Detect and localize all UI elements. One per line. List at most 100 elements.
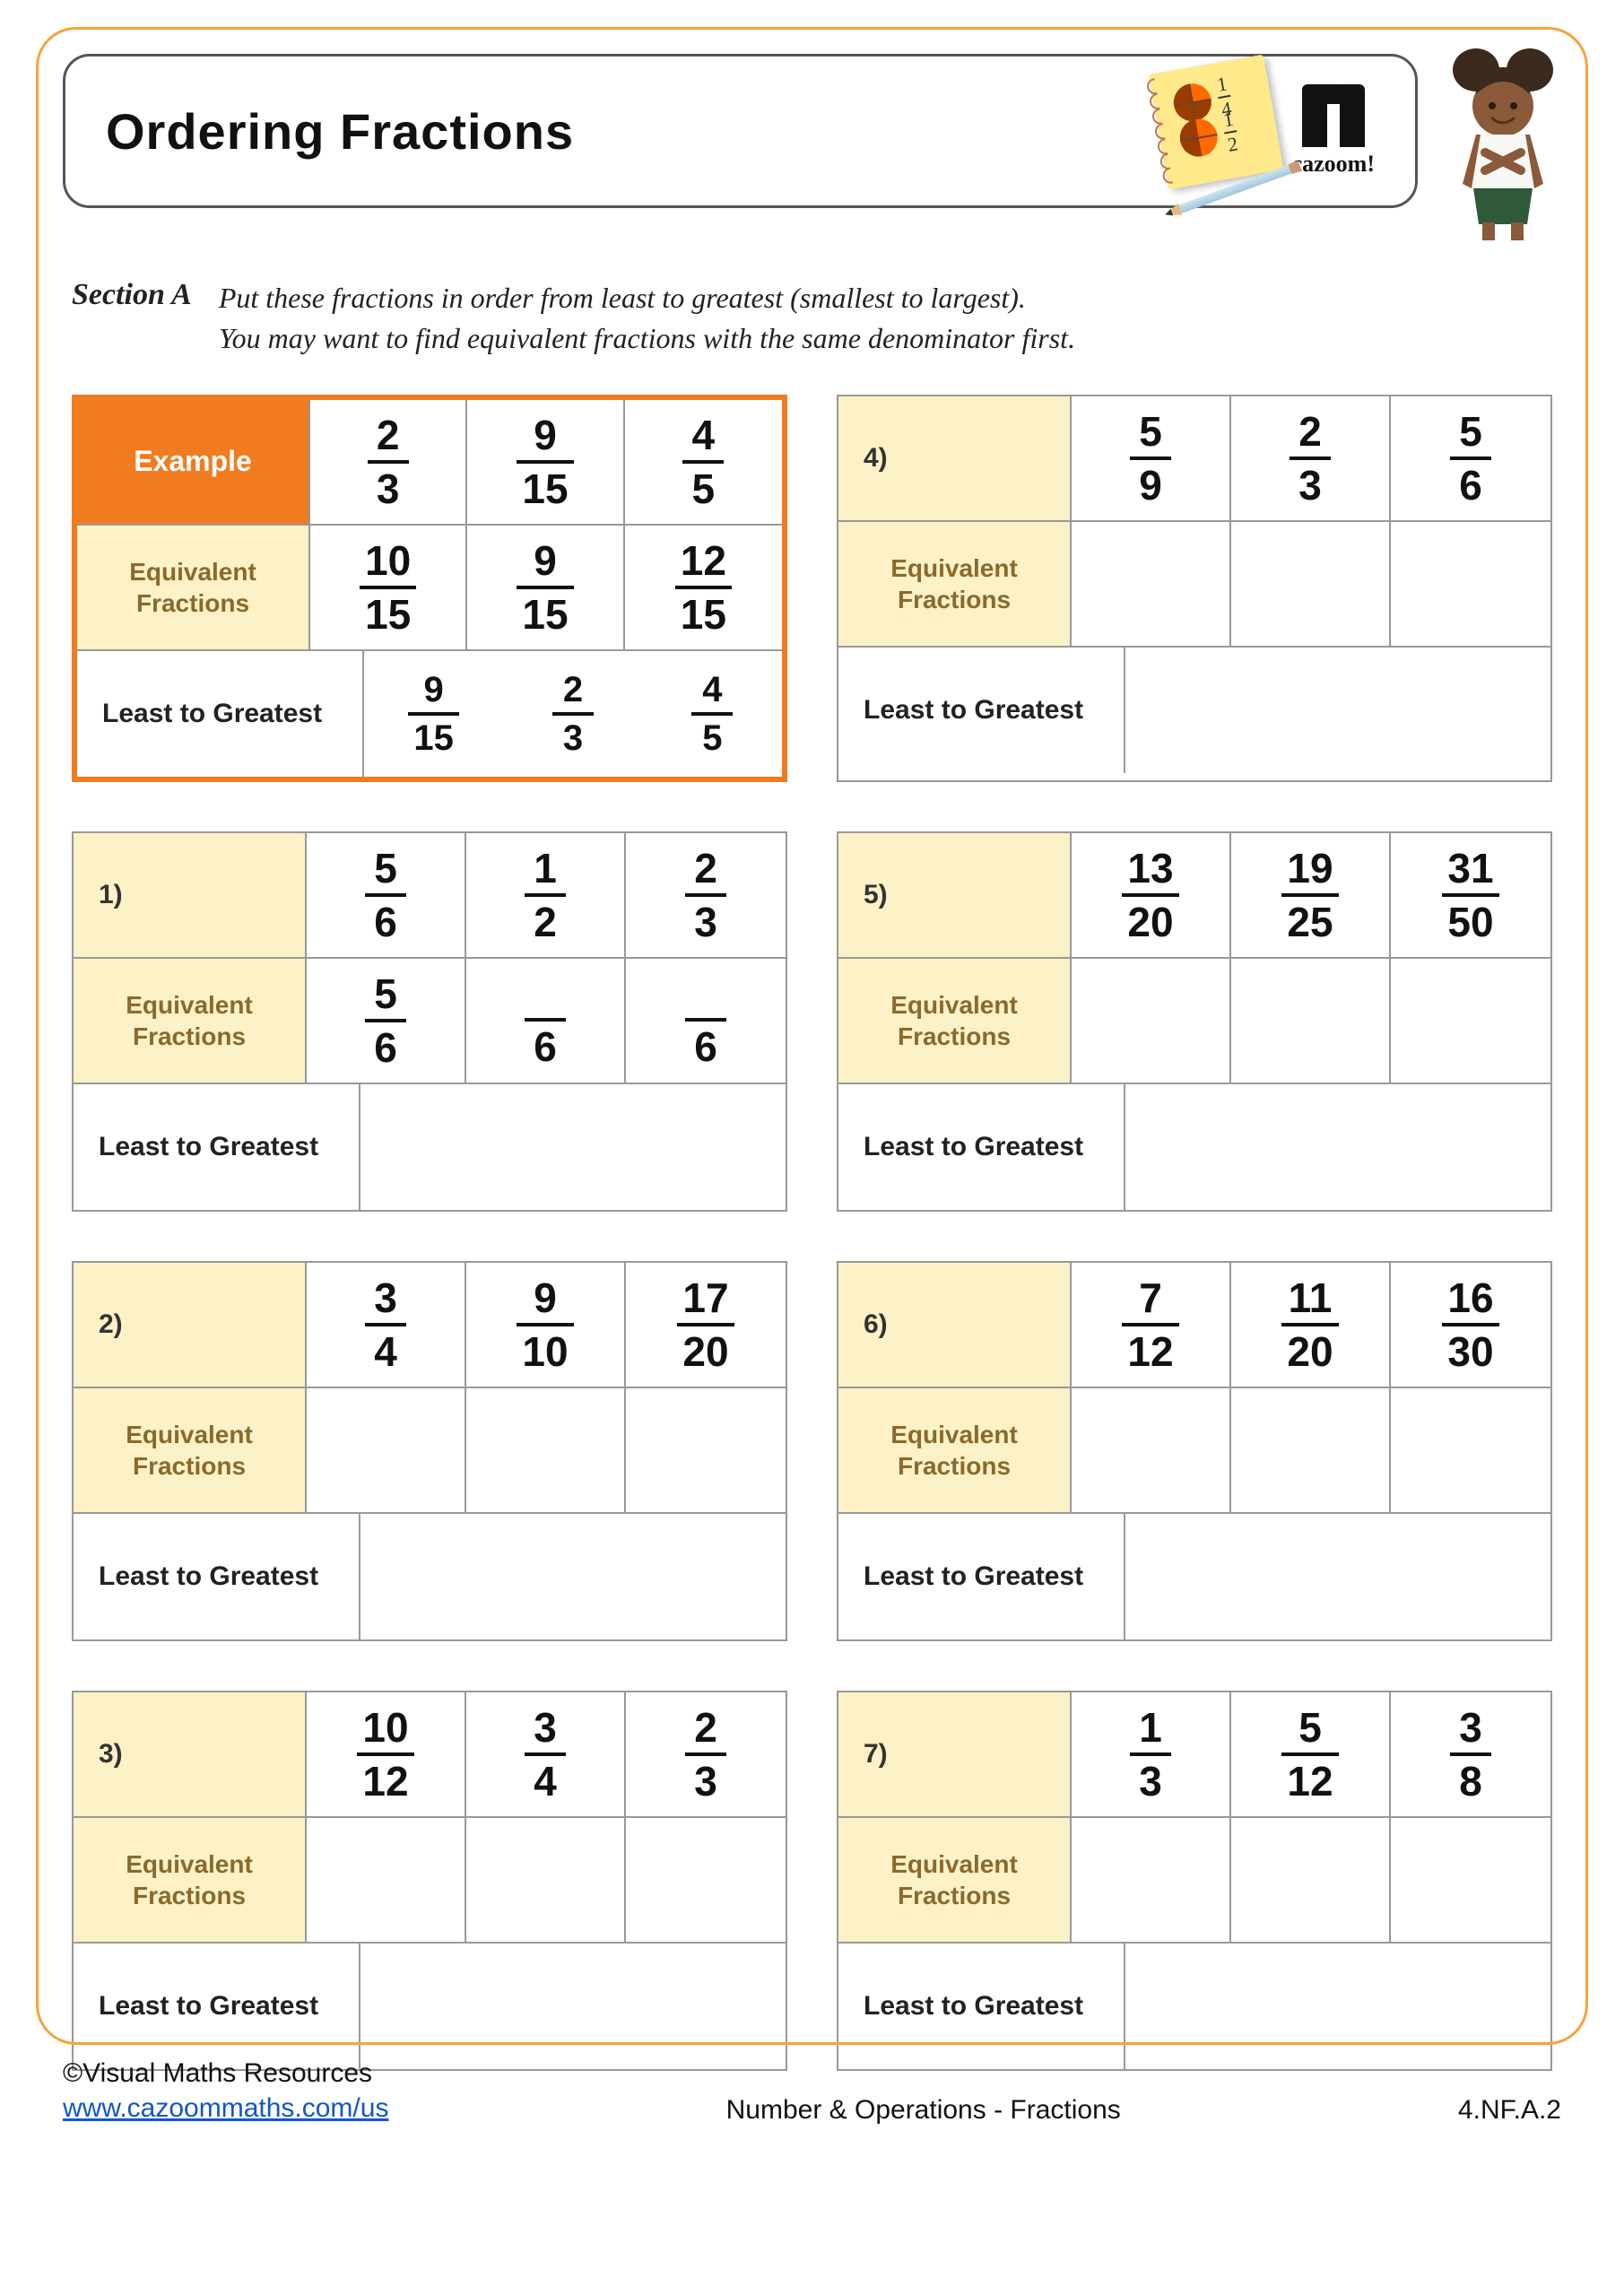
equivalent-cell[interactable] — [1391, 1818, 1550, 1944]
fraction: 3150 — [1442, 846, 1498, 944]
fraction-cell: 512 — [1231, 1692, 1391, 1818]
fraction: 34 — [525, 1705, 566, 1804]
section-intro: Section A Put these fractions in order f… — [72, 278, 1552, 359]
fraction-cell: 1720 — [626, 1263, 786, 1388]
card-header: 4) — [838, 396, 1072, 522]
fraction: 23 — [685, 1705, 726, 1804]
fraction: 13 — [1130, 1705, 1171, 1804]
equivalent-cell[interactable] — [1231, 959, 1391, 1084]
card-header: 5) — [838, 833, 1072, 959]
title-bar: Ordering Fractions 14 — [63, 54, 1418, 208]
fraction: 1925 — [1281, 846, 1338, 944]
fraction-cell: 56 — [1391, 396, 1550, 522]
answer-cell[interactable] — [1125, 648, 1267, 773]
answer-cell[interactable] — [644, 1514, 786, 1639]
title-icons: 14 12 — [1158, 82, 1375, 180]
equivalent-cell[interactable] — [466, 1388, 626, 1514]
equivalent-cell[interactable] — [1391, 522, 1550, 648]
answer-cell: 915 — [364, 651, 503, 777]
equivalent-label: EquivalentFractions — [74, 1818, 307, 1944]
fraction: 23 — [552, 670, 594, 758]
answer-cell[interactable] — [644, 1944, 786, 2069]
equivalent-cell[interactable] — [307, 1388, 466, 1514]
equivalent-cell[interactable] — [1072, 522, 1231, 648]
equivalent-cell[interactable] — [1391, 1388, 1550, 1514]
notebook-icon: 14 12 — [1148, 55, 1283, 190]
answer-cell[interactable] — [360, 1944, 502, 2069]
fraction: 512 — [1281, 1705, 1338, 1804]
equivalent-label: EquivalentFractions — [77, 526, 310, 651]
answer-cell[interactable] — [1409, 1514, 1550, 1639]
fraction: 56 — [365, 971, 406, 1070]
equivalent-cell[interactable] — [1391, 959, 1550, 1084]
equivalent-cell[interactable] — [1231, 522, 1391, 648]
fraction-cell: 712 — [1072, 1263, 1231, 1388]
problem-card: 4) 59 23 56 EquivalentFractions Least to… — [837, 395, 1552, 782]
page-title: Ordering Fractions — [106, 102, 574, 161]
fraction: 915 — [408, 670, 459, 758]
equivalent-cell[interactable] — [1231, 1818, 1391, 1944]
least-to-greatest-label: Least to Greatest — [74, 1944, 360, 2069]
answer-cell[interactable] — [1125, 1944, 1267, 2069]
card-header: Example — [77, 400, 310, 526]
answer-cell[interactable] — [502, 1084, 644, 1210]
fraction: 1320 — [1122, 846, 1178, 944]
fraction: 23 — [1290, 409, 1331, 508]
fraction-cell: 3150 — [1391, 833, 1550, 959]
answer-cell[interactable] — [1409, 648, 1550, 773]
section-instruction: Put these fractions in order from least … — [219, 278, 1075, 359]
answer-cell[interactable] — [360, 1084, 502, 1210]
answer-cell[interactable] — [1267, 648, 1409, 773]
problems-grid: Example 23 915 45 EquivalentFractions 10… — [72, 395, 1552, 2071]
answer-cell[interactable] — [502, 1514, 644, 1639]
example-card: Example 23 915 45 EquivalentFractions 10… — [72, 395, 787, 782]
equivalent-cell[interactable] — [1072, 1818, 1231, 1944]
equivalent-cell[interactable] — [626, 1388, 786, 1514]
notebook-fraction-2: 12 — [1220, 109, 1240, 156]
fraction-cell: 915 — [467, 400, 624, 526]
equivalent-cell[interactable] — [466, 1818, 626, 1944]
fraction-cell: 1925 — [1231, 833, 1391, 959]
equivalent-label: EquivalentFractions — [74, 959, 307, 1084]
answer-cell[interactable] — [1409, 1944, 1550, 2069]
fraction-cell: 910 — [466, 1263, 626, 1388]
answer-cell[interactable] — [644, 1084, 786, 1210]
fraction: 6 — [525, 972, 566, 1069]
footer-center: Number & Operations - Fractions — [726, 2095, 1121, 2126]
answer-cell[interactable] — [1267, 1514, 1409, 1639]
problem-card: 3) 1012 34 23 EquivalentFractions Least … — [72, 1691, 787, 2071]
equivalent-cell[interactable] — [626, 1818, 786, 1944]
answer-cell[interactable] — [1125, 1514, 1267, 1639]
fraction: 1720 — [677, 1275, 734, 1374]
equivalent-cell[interactable] — [1072, 959, 1231, 1084]
footer-link[interactable]: www.cazoommaths.com/us — [63, 2093, 388, 2123]
equivalent-cell[interactable] — [1231, 1388, 1391, 1514]
fraction: 1120 — [1281, 1275, 1338, 1374]
fraction: 1012 — [357, 1705, 413, 1804]
card-header: 3) — [74, 1692, 307, 1818]
answer-cell[interactable] — [1409, 1084, 1550, 1210]
card-header: 7) — [838, 1692, 1072, 1818]
answer-cell[interactable] — [1267, 1084, 1409, 1210]
fraction-cell: 12 — [466, 833, 626, 959]
fraction: 23 — [368, 413, 409, 511]
equivalent-cell[interactable]: 6 — [466, 959, 626, 1084]
card-header: 1) — [74, 833, 307, 959]
problem-card: 1) 56 12 23 EquivalentFractions 56 6 6 L… — [72, 831, 787, 1212]
equivalent-label: EquivalentFractions — [74, 1388, 307, 1514]
section-label: Section A — [72, 278, 192, 312]
answer-cell[interactable] — [1125, 1084, 1267, 1210]
equivalent-cell[interactable] — [307, 1818, 466, 1944]
card-header: 6) — [838, 1263, 1072, 1388]
fraction-cell: 38 — [1391, 1692, 1550, 1818]
problem-card: 6) 712 1120 1630 EquivalentFractions Lea… — [837, 1261, 1552, 1641]
answer-cell: 45 — [643, 651, 782, 777]
answer-cell[interactable] — [1267, 1944, 1409, 2069]
answer-cell[interactable] — [360, 1514, 502, 1639]
answer-cell[interactable] — [502, 1944, 644, 2069]
header-row: Ordering Fractions 14 — [63, 54, 1561, 242]
fraction: 45 — [682, 413, 724, 511]
equivalent-cell[interactable]: 6 — [626, 959, 786, 1084]
equivalent-cell[interactable] — [1072, 1388, 1231, 1514]
card-header: 2) — [74, 1263, 307, 1388]
